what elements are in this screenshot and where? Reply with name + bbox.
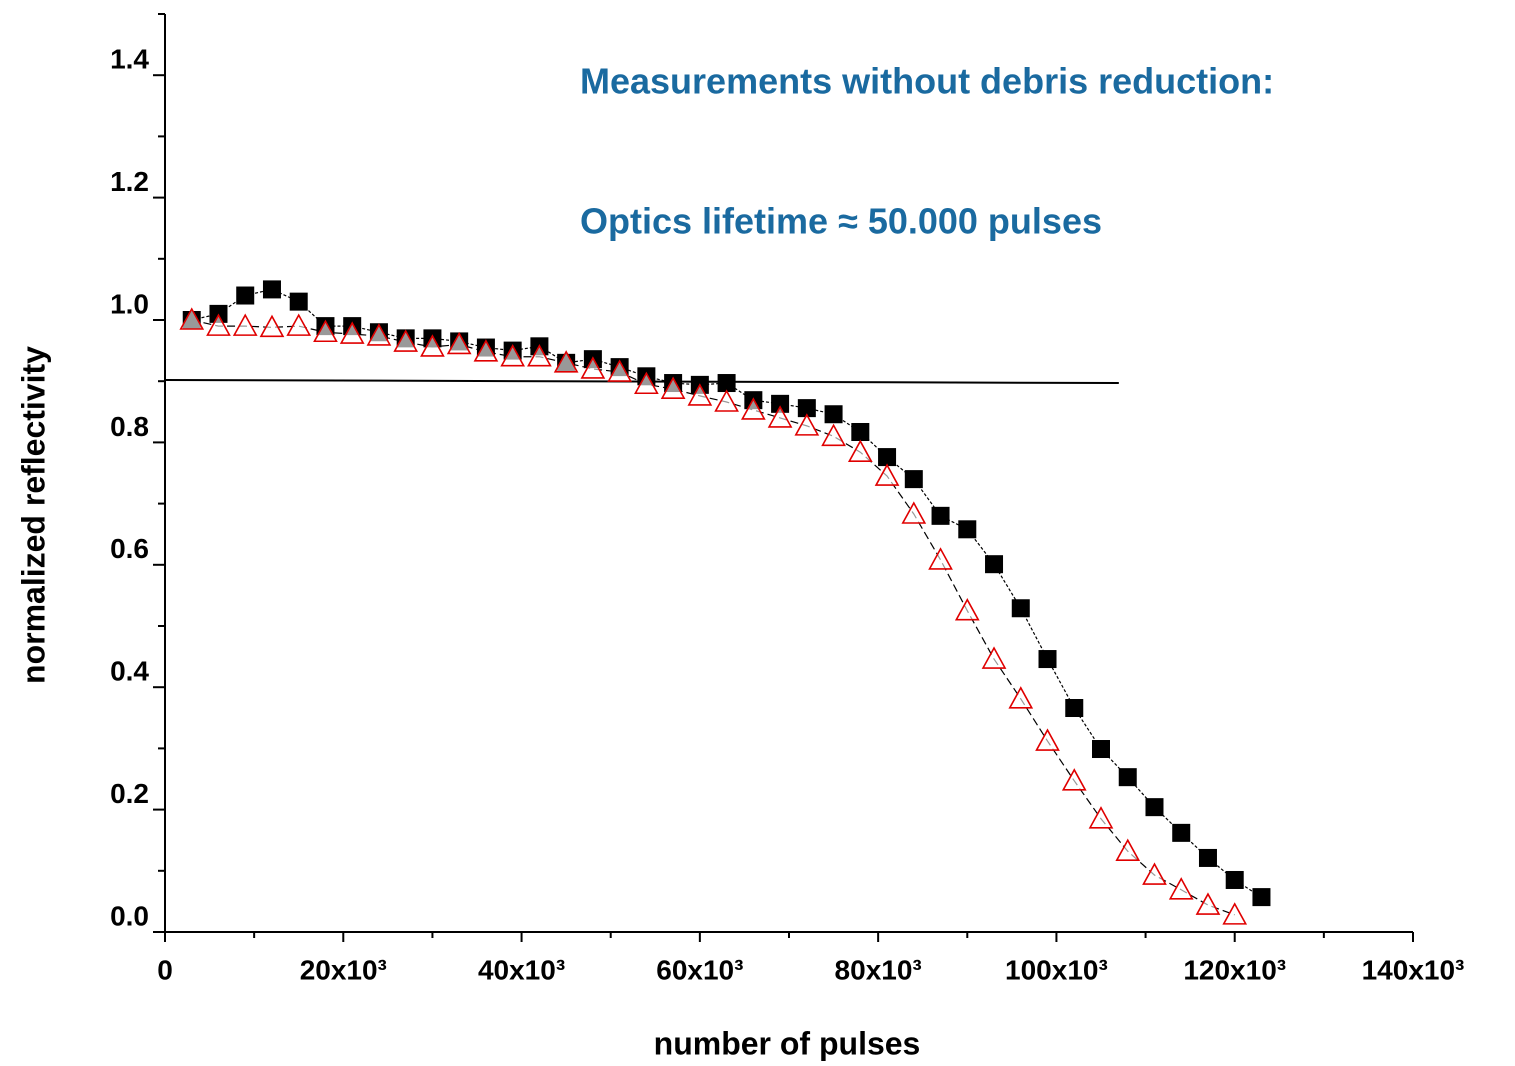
- triangle-marker: [1195, 892, 1221, 915]
- triangle-marker: [527, 344, 552, 367]
- y-tick-label: 0.8: [110, 411, 149, 442]
- triangle-marker: [553, 350, 579, 373]
- square-marker: [771, 394, 790, 413]
- square-marker: [1011, 599, 1030, 618]
- triangle-marker: [420, 334, 445, 357]
- y-tick-label: 0.4: [110, 656, 149, 687]
- triangle-marker: [1168, 877, 1194, 900]
- triangle-marker: [714, 389, 739, 412]
- square-marker: [958, 520, 977, 539]
- triangle-marker: [1222, 902, 1248, 925]
- y-tick-label: 1.2: [110, 166, 149, 197]
- square-marker: [824, 405, 843, 424]
- x-tick-label: 40x10³: [478, 954, 565, 985]
- y-tick-label: 1.0: [110, 288, 149, 319]
- y-tick-label: 1.4: [110, 44, 149, 75]
- triangle-marker: [740, 397, 766, 420]
- triangle-marker: [954, 598, 980, 621]
- square-marker: [931, 506, 950, 525]
- y-tick-label: 0.6: [110, 533, 149, 564]
- square-marker: [904, 470, 923, 489]
- triangle-marker: [286, 313, 312, 336]
- triangle-marker: [206, 313, 231, 336]
- triangle-marker: [874, 463, 900, 486]
- triangle-marker: [981, 646, 1007, 669]
- y-tick-label: 0.2: [110, 778, 149, 809]
- x-tick-label: 60x10³: [656, 954, 743, 985]
- x-tick-label: 0: [157, 954, 173, 985]
- triangle-marker: [446, 331, 472, 355]
- triangle-marker: [580, 356, 606, 379]
- y-tick-label: 0.0: [110, 900, 149, 931]
- triangle-marker: [259, 314, 285, 338]
- triangle-marker: [1088, 806, 1114, 829]
- triangle-marker: [687, 383, 713, 406]
- square-marker: [289, 292, 308, 311]
- triangle-marker: [794, 413, 820, 436]
- triangle-marker: [232, 313, 258, 336]
- triangle-marker: [313, 319, 338, 343]
- square-marker: [236, 286, 255, 305]
- square-marker: [262, 280, 281, 299]
- triangle-marker: [1061, 768, 1087, 791]
- x-axis-title: number of pulses: [654, 1025, 921, 1061]
- triangle-marker: [366, 323, 392, 346]
- x-tick-label: 120x10³: [1183, 954, 1286, 985]
- annotation: Measurements without debris reduction:: [580, 61, 1274, 102]
- annotation: Optics lifetime ≈ 50.000 pulses: [580, 201, 1102, 242]
- square-marker: [1065, 699, 1084, 718]
- x-tick-label: 100x10³: [1005, 954, 1108, 985]
- triangle-marker: [339, 321, 365, 344]
- series-line: [191, 319, 1235, 916]
- square-marker: [1225, 870, 1244, 889]
- square-marker: [1118, 768, 1137, 787]
- x-tick-label: 140x10³: [1362, 954, 1465, 985]
- triangle-marker: [500, 344, 526, 367]
- square-marker: [1252, 888, 1271, 907]
- triangle-marker: [821, 423, 846, 447]
- triangle-marker: [179, 307, 205, 330]
- triangle-marker: [1142, 862, 1167, 885]
- triangle-marker: [473, 339, 499, 362]
- square-marker: [851, 422, 870, 441]
- triangle-marker: [1008, 686, 1034, 709]
- triangle-marker: [393, 329, 419, 352]
- square-marker: [1172, 823, 1191, 842]
- triangle-marker: [1035, 728, 1060, 751]
- square-marker: [878, 448, 897, 467]
- square-marker: [797, 399, 816, 418]
- x-tick-label: 80x10³: [835, 954, 922, 985]
- square-marker: [717, 374, 736, 393]
- square-marker: [1145, 798, 1164, 817]
- triangle-marker: [634, 371, 659, 395]
- triangle-marker: [607, 359, 632, 382]
- triangle-marker: [660, 376, 686, 399]
- square-marker: [1198, 848, 1217, 867]
- triangle-marker: [847, 439, 873, 462]
- square-marker: [1092, 740, 1110, 759]
- x-tick-label: 20x10³: [300, 954, 387, 985]
- triangle-marker: [901, 501, 927, 524]
- y-axis-title: normalized reflectivity: [15, 346, 51, 684]
- square-marker: [985, 555, 1004, 574]
- square-marker: [1038, 650, 1057, 669]
- triangle-marker: [1115, 838, 1141, 862]
- triangle-marker: [767, 405, 793, 428]
- triangle-marker: [928, 547, 953, 570]
